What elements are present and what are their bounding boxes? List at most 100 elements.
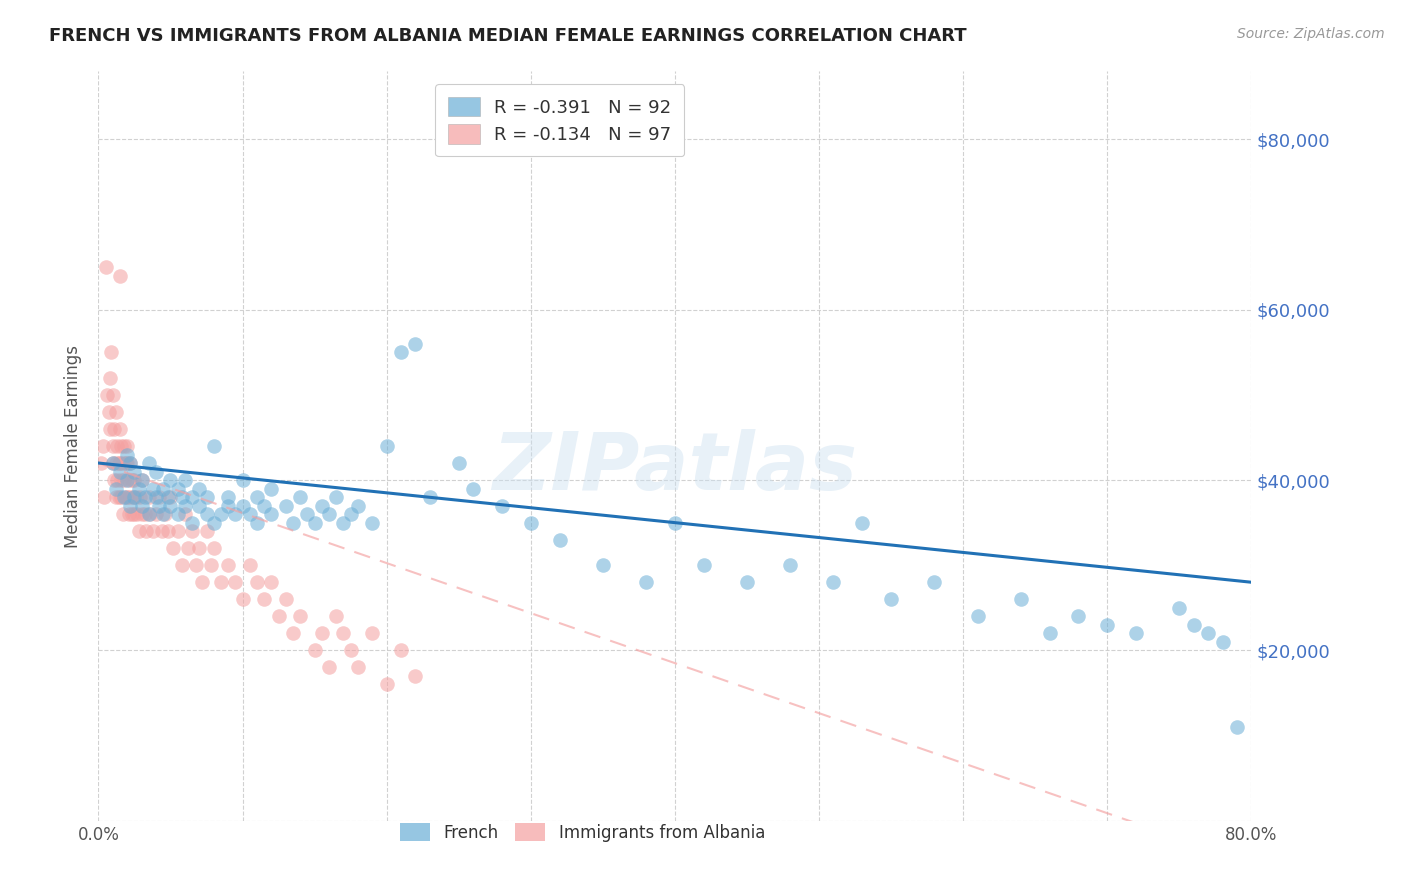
Point bbox=[361, 626, 384, 640]
Legend: French, Immigrants from Albania: French, Immigrants from Albania bbox=[388, 812, 776, 854]
Point bbox=[174, 507, 197, 521]
Point bbox=[138, 490, 160, 504]
Point bbox=[461, 482, 484, 496]
Point bbox=[311, 626, 333, 640]
Point bbox=[186, 558, 208, 573]
Point bbox=[1067, 609, 1090, 624]
Point bbox=[110, 473, 132, 487]
Point bbox=[202, 541, 225, 556]
Point bbox=[145, 490, 167, 504]
Point bbox=[246, 516, 269, 530]
Point bbox=[290, 490, 312, 504]
Point bbox=[131, 473, 153, 487]
Point bbox=[108, 456, 131, 470]
Point bbox=[117, 439, 139, 453]
Point bbox=[103, 473, 125, 487]
Point bbox=[332, 626, 354, 640]
Point bbox=[121, 507, 143, 521]
Point bbox=[177, 541, 200, 556]
Point bbox=[281, 626, 304, 640]
Point bbox=[246, 575, 269, 590]
Point bbox=[217, 558, 239, 573]
Point bbox=[159, 490, 181, 504]
Point bbox=[135, 524, 157, 538]
Point bbox=[127, 507, 149, 521]
Point bbox=[274, 592, 297, 607]
Text: FRENCH VS IMMIGRANTS FROM ALBANIA MEDIAN FEMALE EARNINGS CORRELATION CHART: FRENCH VS IMMIGRANTS FROM ALBANIA MEDIAN… bbox=[49, 27, 967, 45]
Point bbox=[253, 592, 276, 607]
Point bbox=[101, 456, 124, 470]
Point bbox=[118, 473, 141, 487]
Point bbox=[100, 345, 122, 359]
Point bbox=[117, 448, 139, 462]
Point bbox=[181, 524, 204, 538]
Point bbox=[520, 516, 543, 530]
Point bbox=[120, 499, 142, 513]
Point bbox=[131, 499, 153, 513]
Point bbox=[823, 575, 845, 590]
Point bbox=[779, 558, 801, 573]
Point bbox=[231, 592, 254, 607]
Point bbox=[101, 456, 124, 470]
Text: Source: ZipAtlas.com: Source: ZipAtlas.com bbox=[1237, 27, 1385, 41]
Point bbox=[966, 609, 988, 624]
Point bbox=[166, 524, 188, 538]
Point bbox=[224, 507, 246, 521]
Point bbox=[209, 575, 232, 590]
Point bbox=[153, 507, 176, 521]
Point bbox=[174, 499, 197, 513]
Point bbox=[231, 473, 254, 487]
Point bbox=[447, 456, 470, 470]
Point bbox=[260, 507, 283, 521]
Point bbox=[94, 260, 117, 275]
Point bbox=[693, 558, 716, 573]
Y-axis label: Median Female Earnings: Median Female Earnings bbox=[65, 344, 83, 548]
Point bbox=[195, 507, 218, 521]
Point bbox=[346, 660, 368, 674]
Point bbox=[104, 456, 127, 470]
Point bbox=[114, 456, 136, 470]
Point bbox=[195, 490, 218, 504]
Point bbox=[145, 465, 167, 479]
Point bbox=[318, 660, 340, 674]
Point bbox=[124, 507, 146, 521]
Point bbox=[159, 473, 181, 487]
Point bbox=[1125, 626, 1147, 640]
Point bbox=[202, 439, 225, 453]
Point bbox=[142, 482, 165, 496]
Point bbox=[101, 439, 124, 453]
Point bbox=[96, 388, 118, 402]
Point bbox=[128, 482, 150, 496]
Point bbox=[188, 482, 211, 496]
Point bbox=[107, 490, 129, 504]
Point bbox=[117, 473, 139, 487]
Point bbox=[145, 507, 167, 521]
Point bbox=[122, 490, 145, 504]
Point bbox=[405, 669, 427, 683]
Point bbox=[134, 490, 156, 504]
Point bbox=[281, 516, 304, 530]
Text: ZIPatlas: ZIPatlas bbox=[492, 429, 858, 508]
Point bbox=[200, 558, 222, 573]
Point bbox=[104, 405, 127, 419]
Point bbox=[735, 575, 758, 590]
Point bbox=[361, 516, 384, 530]
Point bbox=[128, 524, 150, 538]
Point bbox=[339, 507, 361, 521]
Point bbox=[297, 507, 319, 521]
Point bbox=[103, 422, 125, 436]
Point bbox=[120, 456, 142, 470]
Point bbox=[260, 575, 283, 590]
Point bbox=[90, 456, 112, 470]
Point bbox=[162, 541, 184, 556]
Point bbox=[112, 439, 135, 453]
Point bbox=[138, 507, 160, 521]
Point bbox=[131, 507, 153, 521]
Point bbox=[112, 490, 135, 504]
Point bbox=[375, 677, 398, 691]
Point bbox=[166, 482, 188, 496]
Point bbox=[209, 507, 232, 521]
Point bbox=[195, 524, 218, 538]
Point bbox=[111, 507, 134, 521]
Point bbox=[267, 609, 290, 624]
